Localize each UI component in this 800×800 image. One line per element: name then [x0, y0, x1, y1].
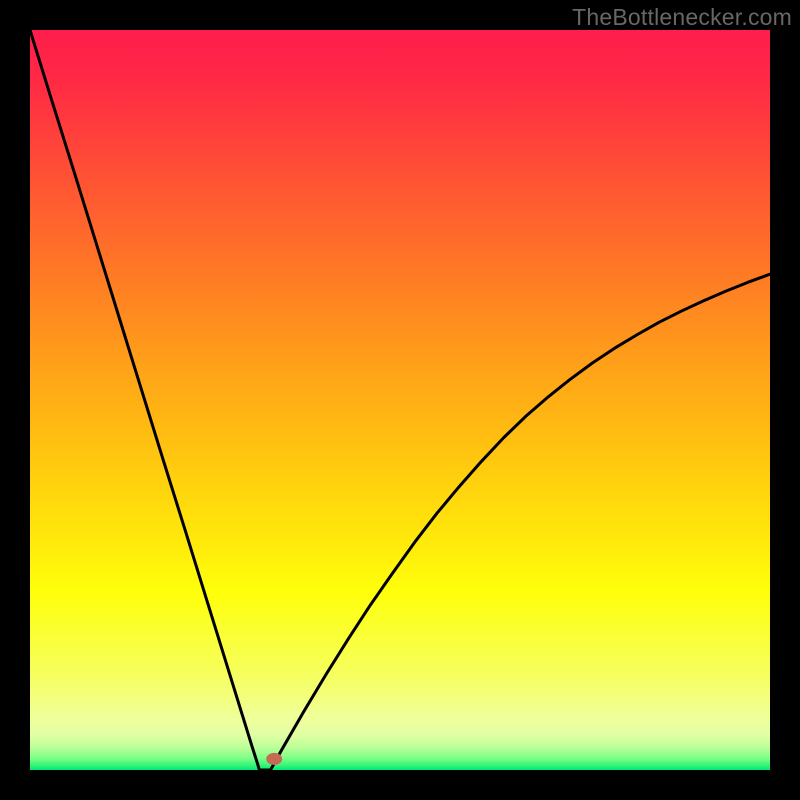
min-marker	[266, 753, 282, 765]
bottleneck-chart	[0, 0, 800, 800]
watermark-text: TheBottlenecker.com	[572, 4, 792, 31]
chart-container: TheBottlenecker.com	[0, 0, 800, 800]
plot-background	[30, 30, 770, 770]
